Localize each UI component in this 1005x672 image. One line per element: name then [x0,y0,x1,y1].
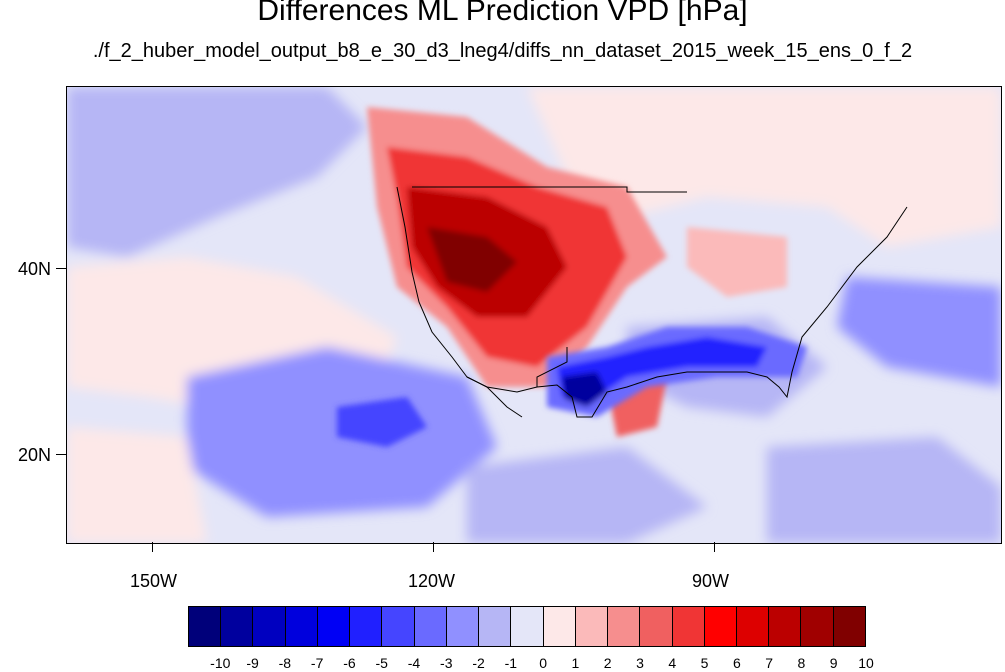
colorbar-segment [640,607,673,646]
colorbar-segment [801,607,834,646]
colorbar-segment [511,607,544,646]
tick-120w [433,542,434,552]
vpd-difference-map [66,86,1002,544]
colorbar-segment [317,607,351,646]
colorbar-segment [382,607,415,646]
tick-150w [152,542,153,552]
map-subtitle: ./f_2_huber_model_output_b8_e_30_d3_lneg… [92,40,913,62]
colorbar-segment [350,607,383,646]
colorbar-segment [833,607,865,646]
coastlines [396,186,908,418]
colorbar-label: -1 [504,655,518,671]
field-negative [337,327,807,447]
colorbar-label: -7 [310,655,324,671]
colorbar-label: 5 [700,655,709,671]
colorbar-segment [446,607,480,646]
colorbar-label: 1 [571,655,580,671]
colorbar-label: 4 [668,655,677,671]
colorbar-segment [414,607,447,646]
lon-label-120w: 120W [408,571,456,591]
colorbar-segment [575,607,609,646]
colorbar-label: 7 [765,655,774,671]
colorbar-segment [704,607,737,646]
tick-20n [56,454,66,455]
colorbar-label: 10 [858,655,874,671]
colorbar-label: -6 [343,655,356,671]
lat-label-40n: 40N [18,259,52,279]
field-positive [367,107,787,437]
colorbar-segment [672,607,705,646]
colorbar-segment [608,607,641,646]
colorbar-label: -4 [407,655,421,671]
colorbar-segment [769,607,802,646]
colorbar-segment [189,607,222,646]
lon-label-90w: 90W [692,571,730,591]
map-title: Differences ML Prediction VPD [hPa] [257,0,748,27]
colorbar-label: -8 [278,655,292,671]
colorbar-segment [221,607,254,646]
colorbar-label: -10 [210,655,231,671]
lon-label-150w: 150W [130,571,178,591]
colorbar-segment [736,607,770,646]
colorbar-label: -5 [375,655,388,671]
colorbar-label: 9 [829,655,838,671]
colorbar-label: 8 [797,655,806,671]
lat-label-20n: 20N [18,445,52,465]
map-canvas [67,87,1001,543]
colorbar-label: 0 [539,655,548,671]
colorbar [188,606,866,647]
tick-40n [56,268,66,269]
colorbar-segment [543,607,576,646]
colorbar-segment [479,607,512,646]
colorbar-label: 3 [636,655,644,671]
colorbar-segment [285,607,318,646]
colorbar-label: -2 [472,655,485,671]
colorbar-label: -3 [440,655,453,671]
colorbar-segment [253,607,286,646]
colorbar-label: 6 [732,655,741,671]
colorbar-label: -9 [246,655,259,671]
colorbar-label: 2 [603,655,612,671]
tick-90w [714,542,715,552]
